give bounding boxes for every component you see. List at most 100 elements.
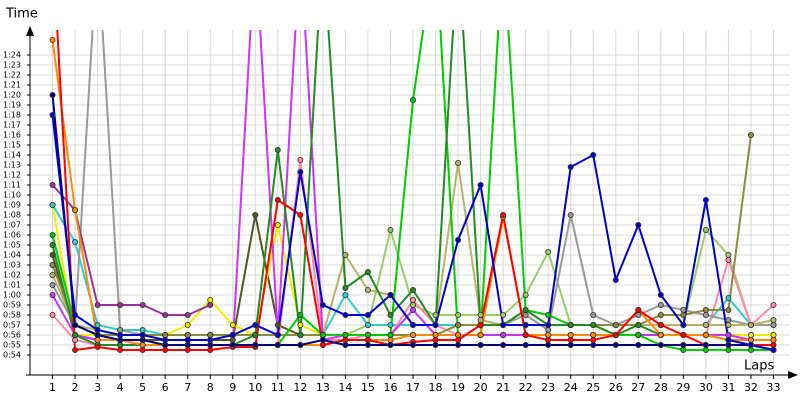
y-tick-label: 0:56: [3, 331, 21, 340]
data-point: [770, 316, 777, 323]
y-tick-label: 1:08: [3, 211, 21, 220]
data-point: [387, 321, 394, 328]
data-point: [117, 331, 124, 338]
data-point: [139, 326, 146, 333]
data-point: [139, 346, 146, 353]
x-tick-label: 30: [699, 381, 713, 394]
data-point: [184, 341, 191, 348]
x-tick-label: 20: [474, 381, 488, 394]
data-point: [72, 238, 79, 245]
data-point: [184, 346, 191, 353]
data-point: [590, 151, 597, 158]
data-point: [770, 331, 777, 338]
data-point: [274, 341, 281, 348]
data-point: [229, 341, 236, 348]
data-point: [545, 311, 552, 318]
series-line: [51, 134, 752, 336]
y-tick-label: 1:04: [3, 251, 21, 260]
x-tick-label: 8: [207, 381, 214, 394]
y-tick-label: 0:57: [3, 321, 21, 330]
data-point: [455, 341, 462, 348]
data-point: [342, 336, 349, 343]
data-point: [725, 341, 732, 348]
x-tick-label: 28: [654, 381, 668, 394]
y-tick-label: 1:14: [3, 151, 21, 160]
data-point: [567, 211, 574, 218]
x-axis-title: Laps: [744, 359, 774, 374]
y-tick-label: 1:23: [3, 61, 21, 70]
data-point: [477, 316, 484, 323]
data-point: [410, 296, 417, 303]
data-point: [522, 321, 529, 328]
data-point: [342, 284, 349, 291]
data-point: [252, 331, 259, 338]
y-tick-label: 1:01: [3, 281, 21, 290]
data-point: [229, 331, 236, 338]
data-point: [274, 331, 281, 338]
x-tick-label: 4: [117, 381, 124, 394]
data-point: [207, 296, 214, 303]
data-point: [432, 321, 439, 328]
data-point: [635, 311, 642, 318]
x-tick-label: 2: [72, 381, 79, 394]
data-point: [229, 336, 236, 343]
data-point: [612, 276, 619, 283]
data-point: [94, 336, 101, 343]
data-point: [432, 331, 439, 338]
x-tick-label: 3: [94, 381, 101, 394]
y-tick-label: 1:12: [3, 171, 21, 180]
x-tick-label: 25: [586, 381, 600, 394]
x-tick-label: 9: [229, 381, 236, 394]
x-tick-label: 24: [564, 381, 578, 394]
data-point: [702, 341, 709, 348]
data-point: [342, 331, 349, 338]
data-point: [297, 321, 304, 328]
data-point: [410, 301, 417, 308]
data-point: [207, 301, 214, 308]
y-tick-label: 1:06: [3, 231, 21, 240]
data-point: [545, 248, 552, 255]
data-point: [747, 341, 754, 348]
data-point: [747, 131, 754, 138]
data-point: [725, 316, 732, 323]
data-point: [342, 311, 349, 318]
data-point: [455, 336, 462, 343]
data-point: [49, 231, 56, 238]
data-point: [117, 341, 124, 348]
y-arrow: [26, 26, 34, 36]
data-point: [567, 341, 574, 348]
x-tick-label: 7: [184, 381, 191, 394]
data-point: [364, 341, 371, 348]
data-point: [410, 306, 417, 313]
data-point: [94, 331, 101, 338]
data-point: [162, 331, 169, 338]
data-point: [49, 291, 56, 298]
data-point: [207, 341, 214, 348]
data-point: [747, 321, 754, 328]
data-point: [162, 341, 169, 348]
data-point: [387, 291, 394, 298]
data-point: [319, 341, 326, 348]
data-point: [477, 321, 484, 328]
data-point: [49, 261, 56, 268]
y-tick-label: 1:00: [3, 291, 21, 300]
data-point: [657, 331, 664, 338]
y-tick-label: 1:03: [3, 261, 21, 270]
y-tick-label: 1:10: [3, 191, 21, 200]
data-point: [117, 301, 124, 308]
data-point: [139, 341, 146, 348]
data-point: [252, 341, 259, 348]
data-point: [522, 341, 529, 348]
data-point: [477, 341, 484, 348]
data-point: [612, 331, 619, 338]
y-tick-label: 0:59: [3, 301, 21, 310]
data-point: [477, 181, 484, 188]
x-tick-label: 33: [766, 381, 780, 394]
x-tick-label: 32: [744, 381, 758, 394]
data-point: [545, 341, 552, 348]
y-tick-label: 1:21: [3, 81, 21, 90]
data-point: [612, 341, 619, 348]
data-point: [387, 331, 394, 338]
data-point: [567, 331, 574, 338]
y-tick-label: 1:02: [3, 271, 21, 280]
